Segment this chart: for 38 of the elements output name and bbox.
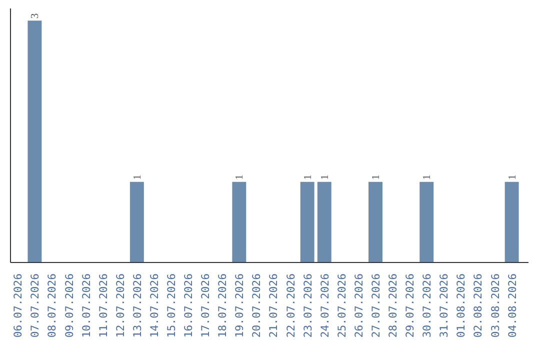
x-tick-label: 16.07.2026 (182, 274, 196, 338)
x-tick-label: 29.07.2026 (404, 274, 417, 338)
x-tick-label: 27.07.2026 (369, 274, 382, 338)
x-tick-label: 01.08.2026 (454, 274, 468, 338)
x-tick-label: 20.07.2026 (250, 274, 264, 338)
x-tick-label: 10.07.2026 (80, 274, 93, 338)
x-tick-label: 31.07.2026 (438, 274, 451, 338)
x-tick-label: 02.08.2026 (472, 274, 485, 338)
x-tick-label: 11.07.2026 (96, 274, 110, 338)
data-label: 1 (234, 174, 246, 180)
x-tick-label: 15.07.2026 (165, 274, 178, 338)
x-tick-label: 26.07.2026 (352, 274, 366, 338)
x-tick-label: 04.08.2026 (506, 274, 519, 338)
x-tick-label: 30.07.2026 (420, 274, 434, 338)
x-tick-label: 08.07.2026 (46, 274, 59, 338)
data-label: 1 (507, 174, 518, 180)
x-tick-label: 19.07.2026 (233, 274, 246, 338)
x-tick-label: 09.07.2026 (62, 274, 76, 338)
x-tick-label: 23.07.2026 (301, 274, 314, 338)
x-tick-label: 18.07.2026 (216, 274, 230, 338)
data-label: 1 (320, 174, 331, 180)
x-tick-label: 07.07.2026 (28, 274, 42, 338)
x-tick-label: 28.07.2026 (386, 274, 400, 338)
x-tick-label: 17.07.2026 (199, 274, 212, 338)
x-tick-label: 21.07.2026 (267, 274, 280, 338)
x-tick-label: 13.07.2026 (130, 274, 144, 338)
x-tick-label: 12.07.2026 (114, 274, 127, 338)
x-tick-label: 14.07.2026 (148, 274, 161, 338)
data-label: 1 (422, 174, 434, 180)
x-tick-label: 22.07.2026 (284, 274, 298, 338)
x-tick-label: 25.07.2026 (335, 274, 348, 338)
data-label: 1 (302, 174, 314, 180)
x-tick-label: 03.08.2026 (488, 274, 502, 338)
data-label: 1 (370, 174, 382, 180)
x-tick-label: 06.07.2026 (12, 274, 25, 338)
data-label: 1 (132, 174, 144, 180)
data-label: 3 (30, 13, 42, 19)
x-tick-label: 24.07.2026 (318, 274, 332, 338)
